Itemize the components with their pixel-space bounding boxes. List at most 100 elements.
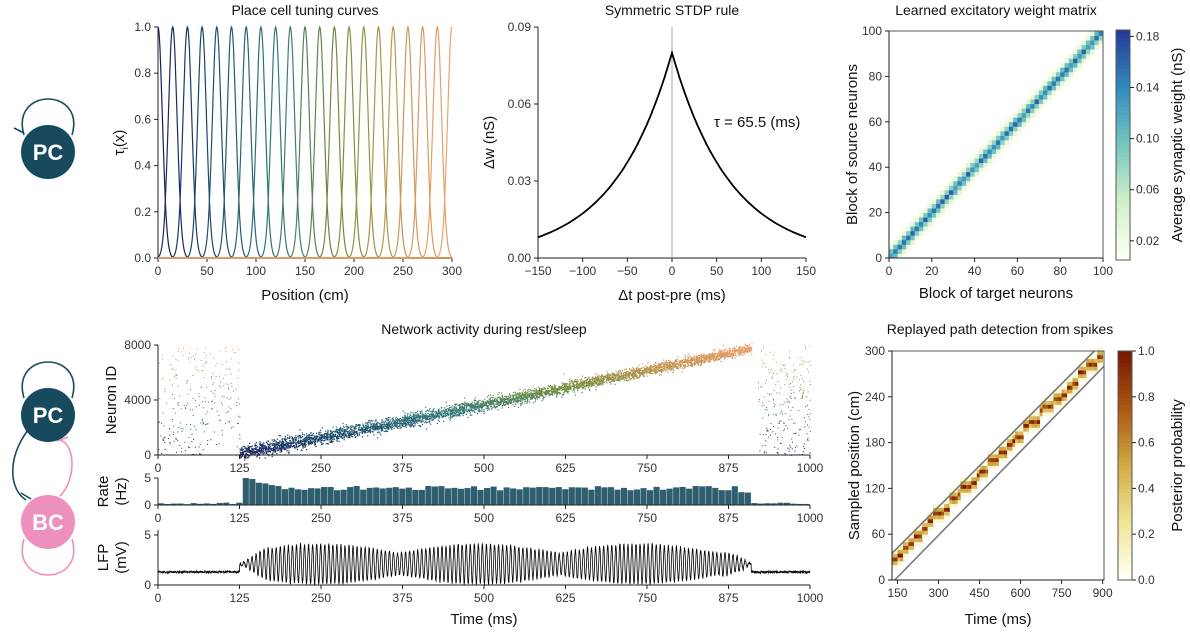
spike: [606, 374, 608, 376]
spike: [549, 386, 551, 388]
spike: [271, 439, 273, 441]
spike: [593, 381, 595, 383]
spike: [294, 437, 296, 439]
spike: [740, 346, 742, 348]
spike: [678, 361, 680, 363]
spike: [621, 370, 624, 372]
spike: [396, 417, 399, 420]
spike: [489, 401, 491, 403]
spike: [626, 372, 628, 374]
heatmap-cell: [897, 244, 903, 250]
spike: [303, 441, 305, 443]
spike: [742, 351, 744, 353]
spike: [585, 383, 587, 385]
spike: [576, 386, 578, 388]
spike: [365, 429, 367, 431]
spike: [732, 347, 734, 350]
spike: [628, 373, 630, 375]
heatmap-cell: [1051, 76, 1057, 82]
spike: [445, 409, 447, 411]
spike: [451, 407, 453, 409]
spike: [672, 368, 674, 370]
spike: [492, 407, 494, 409]
spike: [386, 427, 388, 429]
spike: [700, 365, 702, 367]
heatmap-cell: [940, 189, 946, 195]
spike: [256, 446, 258, 448]
spike: [642, 363, 644, 365]
spike: [683, 362, 686, 364]
spike: [311, 440, 313, 442]
spike: [687, 361, 689, 363]
spike: [261, 452, 263, 454]
spike: [709, 361, 711, 363]
spike: [654, 369, 656, 371]
heatmap-cell: [910, 239, 916, 245]
spike: [636, 370, 638, 372]
spike: [493, 404, 496, 406]
spike: [456, 410, 458, 412]
heatmap-cell: [923, 217, 928, 223]
spike: [326, 434, 328, 436]
spike: [252, 452, 254, 454]
spike: [705, 354, 707, 356]
spike: [431, 411, 433, 413]
spike: [524, 397, 526, 399]
spike: [741, 347, 743, 349]
spike: [273, 444, 275, 446]
spike: [407, 420, 409, 422]
spike: [248, 455, 250, 457]
heatmap-cell: [987, 158, 993, 164]
spike: [697, 358, 700, 360]
heatmap-cell: [1055, 80, 1061, 86]
spike: [640, 373, 642, 376]
heatmap-cell: [1034, 90, 1040, 95]
spike: [379, 422, 381, 424]
spike: [462, 408, 464, 410]
spike: [751, 347, 753, 349]
spike: [384, 420, 386, 422]
spike: [324, 433, 326, 435]
spike: [393, 421, 395, 423]
spike: [594, 381, 596, 383]
spike: [252, 448, 254, 450]
stdp-curve: [537, 49, 807, 239]
spike: [600, 379, 602, 381]
spike: [681, 359, 683, 361]
spike: [404, 417, 406, 419]
spike: [286, 438, 288, 440]
spike: [530, 398, 532, 400]
heatmap-cell: [970, 153, 975, 159]
spike: [659, 365, 661, 367]
heatmap-cell: [889, 248, 894, 254]
spike: [448, 417, 450, 419]
spike: [324, 438, 326, 440]
spike: [302, 445, 304, 447]
heatmap-cell: [1055, 62, 1061, 68]
spike: [425, 420, 427, 422]
heatmap-cell: [978, 167, 984, 173]
spike: [281, 447, 283, 449]
spike: [408, 416, 410, 418]
spike: [325, 436, 327, 438]
spike: [394, 420, 396, 422]
spike: [239, 455, 241, 457]
heatmap-cell: [970, 158, 975, 164]
x-tick-label: −50: [617, 264, 638, 278]
spike: [461, 403, 463, 405]
spike: [423, 420, 425, 422]
heatmap-cell: [918, 221, 924, 227]
spike: [645, 373, 647, 375]
spike: [723, 354, 725, 356]
heatmap-cell: [923, 221, 928, 227]
spike: [570, 385, 572, 387]
spike: [416, 410, 419, 412]
spike: [404, 422, 406, 424]
spike: [286, 443, 288, 445]
spike: [641, 370, 643, 372]
spike: [618, 377, 620, 379]
spike: [463, 407, 465, 409]
spike: [295, 438, 297, 440]
spike: [356, 424, 358, 426]
spike: [679, 363, 681, 365]
